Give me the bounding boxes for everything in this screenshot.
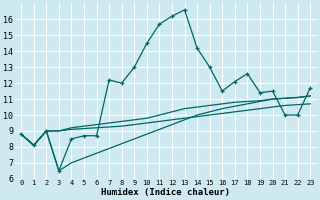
X-axis label: Humidex (Indice chaleur): Humidex (Indice chaleur) [101, 188, 230, 197]
